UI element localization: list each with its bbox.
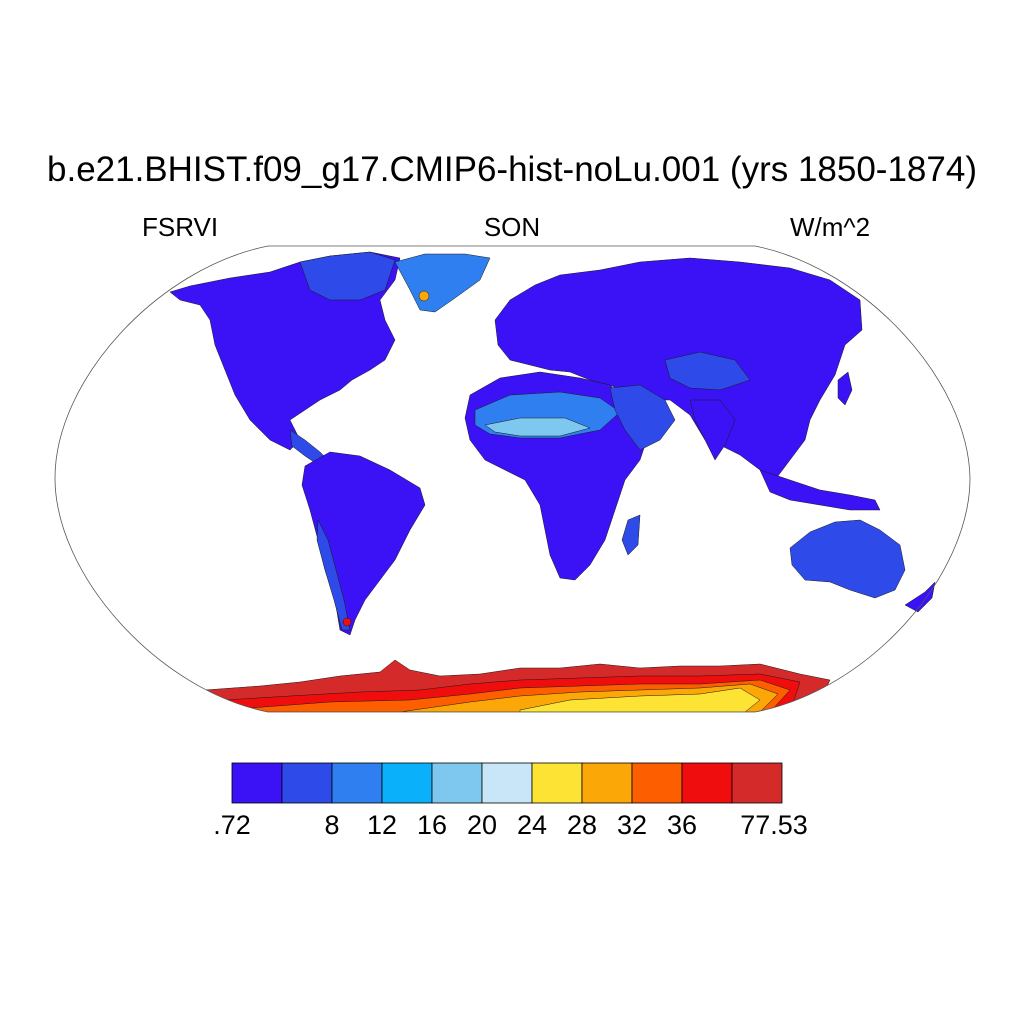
japan	[837, 371, 853, 406]
colorbar-tick-label: 8	[324, 810, 340, 840]
antarctica-peak	[519, 687, 761, 712]
greenland	[394, 253, 491, 313]
tibet-highlands	[664, 351, 751, 391]
new-zealand	[904, 581, 936, 613]
patagonia-hotspot	[342, 617, 352, 627]
arabian-peninsula	[609, 384, 676, 451]
colorbar-tick-label: 36	[666, 810, 698, 840]
variable-label: FSRVI	[142, 212, 219, 242]
greenland-hotspot	[418, 290, 430, 302]
colorbar-tick-label: 16	[416, 810, 448, 840]
colorbar-tick-label: 28	[566, 810, 598, 840]
colorbar-swatch	[531, 762, 583, 804]
season-label: SON	[483, 212, 541, 242]
colorbar-tick-label: 12	[366, 810, 398, 840]
colorbar-swatch	[281, 762, 333, 804]
globe-outline	[54, 245, 971, 713]
colorbar-swatch	[431, 762, 483, 804]
colorbar-tick-label: .72	[213, 810, 251, 840]
colorbar-tick-label: 32	[616, 810, 648, 840]
units-label: W/m^2	[790, 212, 871, 242]
australia	[789, 519, 906, 599]
india	[689, 399, 736, 461]
colorbar-swatch	[231, 762, 283, 804]
colorbar-swatch	[681, 762, 733, 804]
colorbar-swatch	[731, 762, 783, 804]
madagascar	[621, 514, 641, 556]
plot-title: b.e21.BHIST.f09_g17.CMIP6-hist-noLu.001 …	[47, 150, 977, 189]
colorbar-tick-label: 24	[516, 810, 548, 840]
southeast-asia	[759, 469, 881, 511]
colorbar-swatch	[631, 762, 683, 804]
colorbar-swatch	[581, 762, 633, 804]
sahara-core	[484, 417, 591, 437]
colorbar-tick-label: 20	[466, 810, 498, 840]
colorbar-tick-label: 77.53	[740, 810, 808, 840]
colorbar-swatch	[331, 762, 383, 804]
andes-highlands	[316, 519, 351, 631]
map-fill-layer	[204, 659, 831, 712]
colorbar-swatch	[481, 762, 533, 804]
colorbar-swatch	[381, 762, 433, 804]
colorbar	[231, 762, 783, 804]
canada-arctic	[299, 251, 396, 301]
